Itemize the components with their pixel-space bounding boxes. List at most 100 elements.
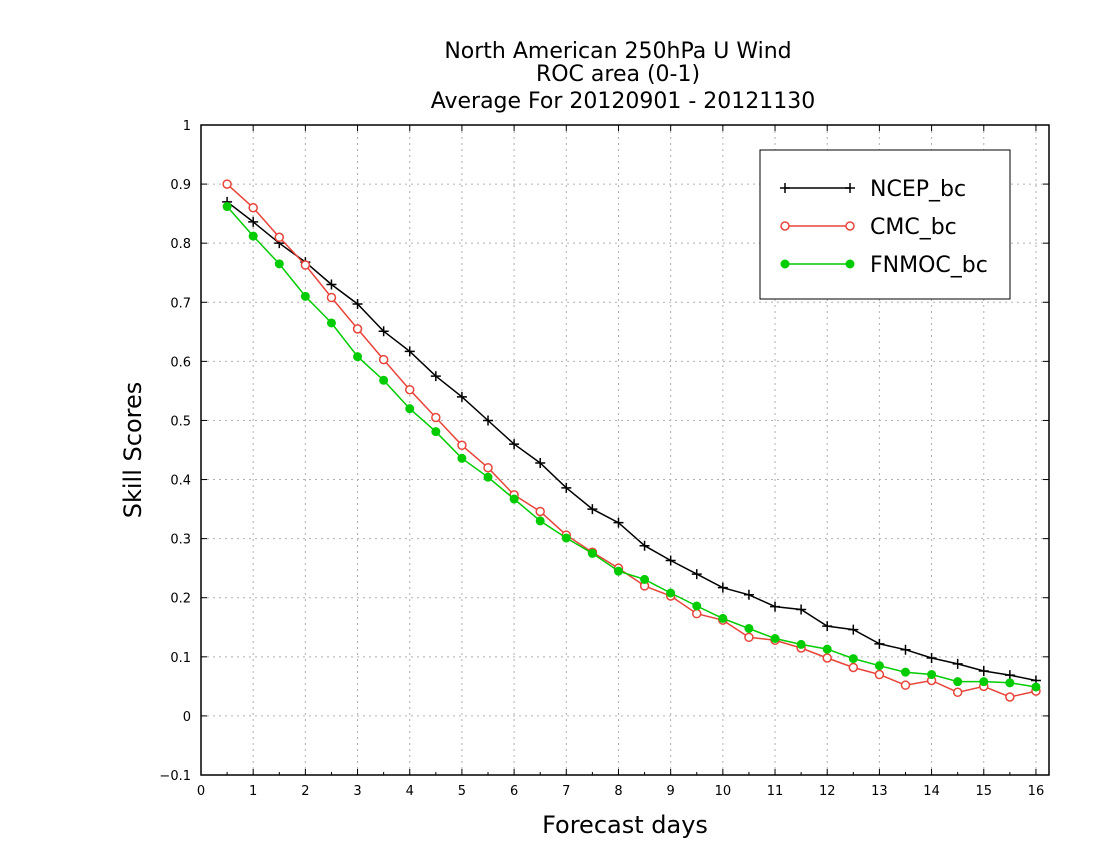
data-point-cmc-bc (274, 232, 285, 243)
data-point-ncep-bc (926, 653, 937, 663)
data-point-fnmoc-bc (1005, 678, 1015, 688)
data-point-cmc-bc (535, 506, 545, 517)
y-tick-label: 0.1 (170, 651, 191, 666)
x-tick-label: 8 (614, 784, 622, 799)
data-point-fnmoc-bc (874, 661, 884, 671)
data-point-cmc-bc (874, 669, 885, 680)
legend-marker-fnmoc-bc (780, 259, 790, 269)
plot-area-frame (200, 124, 1050, 776)
y-tick-label: 0.3 (170, 533, 191, 548)
legend-marker-cmc-bc (845, 221, 855, 231)
data-point-fnmoc-bc (509, 494, 519, 504)
legend-marker-ncep-bc (845, 183, 855, 193)
y-tick-label: −0.1 (159, 769, 191, 784)
data-point-fnmoc-bc (953, 677, 963, 687)
data-point-ncep-bc (613, 517, 624, 528)
data-point-fnmoc-bc (1031, 682, 1041, 692)
y-tick-label: 0.4 (170, 474, 191, 489)
data-point-fnmoc-bc (927, 670, 937, 680)
x-tick-label: 2 (301, 784, 309, 799)
legend-item-cmc-bc: CMC_bc (780, 215, 957, 240)
series-lines (222, 179, 1041, 702)
data-point-fnmoc-bc (326, 318, 336, 328)
data-point-cmc-bc (300, 260, 311, 270)
data-point-ncep-bc (483, 415, 494, 426)
legend-marker-fnmoc-bc (845, 259, 855, 269)
data-point-fnmoc-bc (796, 639, 806, 649)
axes: −0.100.10.20.30.40.50.60.70.80.910 1 2 3 4 5 6… (159, 119, 1049, 799)
data-point-cmc-bc (378, 354, 389, 365)
y-tick-label: 0.7 (170, 296, 191, 311)
x-tick-label: 5 (458, 784, 466, 799)
data-point-cmc-bc (326, 292, 337, 303)
x-tick-label: 11 (767, 784, 784, 799)
y-tick-label: 0.9 (170, 178, 191, 193)
series-fnmoc-bc (222, 202, 1041, 692)
series-line-ncep-bc (226, 201, 1037, 682)
data-point-ncep-bc (326, 279, 337, 290)
data-point-cmc-bc (457, 440, 467, 451)
data-point-ncep-bc (352, 299, 363, 310)
legend-box (759, 149, 1011, 300)
data-point-cmc-bc (692, 608, 702, 619)
data-point-cmc-bc (248, 202, 258, 213)
x-tick-label: 16 (1028, 784, 1045, 799)
data-point-fnmoc-bc (535, 516, 545, 526)
legend-marker-ncep-bc (780, 183, 790, 193)
legend: NCEP_bc CMC_bc FNMOC_bc (759, 149, 1011, 300)
data-point-ncep-bc (874, 638, 885, 649)
data-point-cmc-bc (431, 412, 441, 423)
data-point-ncep-bc (848, 624, 859, 635)
data-point-fnmoc-bc (353, 352, 363, 362)
data-point-fnmoc-bc (666, 588, 676, 598)
legend-item-fnmoc-bc: FNMOC_bc (780, 253, 988, 278)
data-point-fnmoc-bc (822, 644, 832, 654)
y-tick-label: 0.5 (170, 414, 191, 429)
data-point-cmc-bc (222, 179, 232, 189)
legend-item-ncep-bc: NCEP_bc (780, 177, 966, 202)
data-point-ncep-bc (587, 504, 598, 515)
data-point-fnmoc-bc (692, 601, 702, 611)
y-tick-label: 1 (183, 119, 191, 134)
data-point-fnmoc-bc (613, 566, 623, 576)
data-point-cmc-bc (744, 632, 754, 643)
data-point-ncep-bc (717, 582, 728, 593)
legend-label-fnmoc-bc: FNMOC_bc (870, 253, 988, 278)
data-point-ncep-bc (404, 346, 415, 357)
chart-title: North American 250hPa U Wind ROC area (0… (431, 39, 816, 114)
data-point-fnmoc-bc (900, 667, 910, 677)
data-point-ncep-bc (691, 569, 702, 580)
y-axis-label: Skill Scores (119, 382, 147, 519)
data-point-fnmoc-bc (979, 677, 989, 687)
data-point-fnmoc-bc (431, 427, 441, 437)
x-tick-label: 13 (871, 784, 888, 799)
data-point-ncep-bc (900, 644, 911, 655)
data-point-fnmoc-bc (379, 375, 389, 385)
data-point-ncep-bc (248, 216, 259, 227)
data-point-cmc-bc (900, 680, 911, 690)
data-point-fnmoc-bc (248, 231, 258, 241)
x-tick-label: 9 (667, 784, 675, 799)
data-point-fnmoc-bc (457, 453, 467, 463)
data-point-ncep-bc (378, 326, 389, 337)
chart-title-line-1: North American 250hPa U Wind (444, 39, 791, 64)
x-tick-label: 3 (353, 784, 361, 799)
legend-label-cmc-bc: CMC_bc (870, 215, 957, 240)
x-tick-label: 10 (715, 784, 732, 799)
x-tick-label: 6 (510, 784, 518, 799)
data-point-ncep-bc (796, 604, 807, 615)
data-point-ncep-bc (743, 589, 754, 600)
y-tick-label: 0.6 (170, 355, 191, 370)
data-point-fnmoc-bc (483, 472, 493, 482)
data-point-cmc-bc (822, 653, 832, 663)
data-point-cmc-bc (483, 462, 493, 473)
data-point-ncep-bc (509, 439, 520, 450)
legend-label-ncep-bc: NCEP_bc (870, 177, 966, 202)
data-point-ncep-bc (456, 391, 467, 402)
data-point-cmc-bc (352, 324, 363, 334)
data-point-fnmoc-bc (848, 654, 858, 664)
x-tick-label: 1 (249, 784, 257, 799)
data-point-fnmoc-bc (300, 291, 310, 301)
